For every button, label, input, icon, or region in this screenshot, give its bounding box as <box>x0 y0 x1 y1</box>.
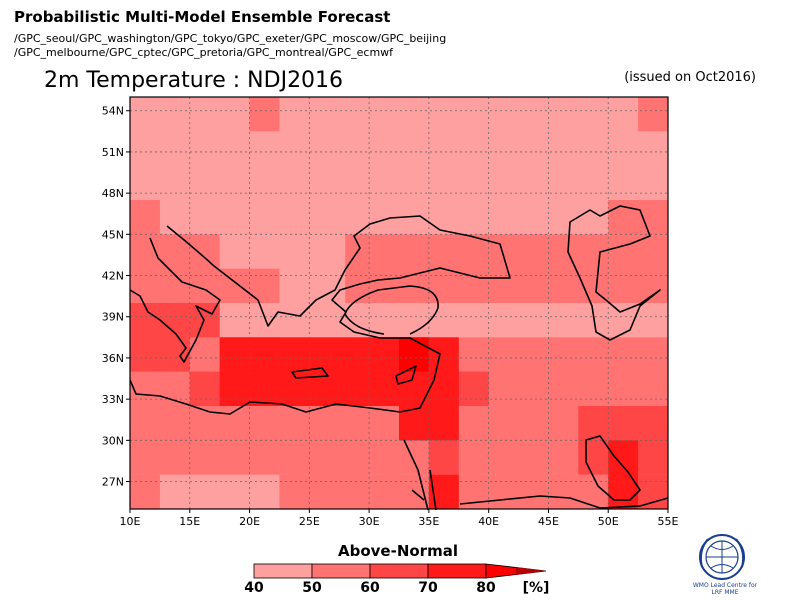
y-tick-label-4: 42N <box>102 270 124 283</box>
coastlines <box>129 205 669 511</box>
colorbar-arrow-tip <box>516 567 546 575</box>
product-title: Probabilistic Multi-Model Ensemble Forec… <box>14 8 391 26</box>
colorbar-label-3: 70 <box>418 580 438 596</box>
colorbar-title: Above-Normal <box>338 542 458 560</box>
x-tick-label-8: 50E <box>598 515 619 528</box>
y-tick-label-3: 45N <box>102 228 124 241</box>
y-tick-label-7: 33N <box>102 393 124 406</box>
gpc-line-1: /GPC_seoul/GPC_washington/GPC_tokyo/GPC_… <box>14 32 447 45</box>
heat-cell-7 <box>548 234 609 303</box>
probability-cells <box>130 97 668 509</box>
colorbar-label-1: 50 <box>302 580 322 596</box>
x-axis: 10E 15E 20E 25E 30E 35E 40E 45E 50E 55E <box>120 509 679 528</box>
colorbar-box-0 <box>253 563 313 579</box>
heat-cell-6 <box>345 234 549 303</box>
y-axis: 54N 51N 48N 45N 42N 39N 36N 33N 30N 27N <box>102 105 130 489</box>
heat-cell-1 <box>638 97 668 132</box>
gpc-line-2: /GPC_melbourne/GPC_cptec/GPC_pretoria/GP… <box>14 46 394 59</box>
x-tick-label-7: 45E <box>538 515 559 528</box>
y-tick-label-9: 27N <box>102 476 124 489</box>
x-tick-label-2: 20E <box>239 515 260 528</box>
colorbar-box-3 <box>427 563 487 579</box>
heat-cell-2 <box>249 97 280 132</box>
plot-frame <box>129 96 669 510</box>
wmo-logo-icon <box>699 534 745 580</box>
x-tick-label-5: 35E <box>418 515 439 528</box>
x-tick-label-0: 10E <box>120 515 141 528</box>
colorbar-unit: [%] <box>523 580 550 596</box>
colorbar: 40 50 60 70 80 [%] <box>244 563 550 596</box>
lat-lon-grid <box>130 97 668 509</box>
x-tick-label-1: 15E <box>179 515 200 528</box>
y-tick-label-1: 51N <box>102 146 124 159</box>
y-tick-label-2: 48N <box>102 187 124 200</box>
heat-cell-12 <box>130 303 190 372</box>
x-tick-label-9: 55E <box>658 515 679 528</box>
wmo-logo-caption: WMO Lead Centre for LRF MME <box>692 582 758 596</box>
heat-cell-10 <box>130 474 160 509</box>
heat-cell-19 <box>638 474 668 509</box>
y-tick-label-5: 39N <box>102 311 124 324</box>
x-tick-label-3: 25E <box>299 515 320 528</box>
y-tick-label-6: 36N <box>102 352 124 365</box>
issued-date: (issued on Oct2016) <box>624 70 756 85</box>
heat-cell-24 <box>399 337 429 372</box>
colorbar-box-2 <box>369 563 429 579</box>
chart-title: 2m Temperature : NDJ2016 <box>44 68 344 93</box>
y-tick-label-0: 54N <box>102 105 124 118</box>
colorbar-box-1 <box>311 563 371 579</box>
x-tick-label-4: 30E <box>359 515 380 528</box>
colorbar-label-0: 40 <box>244 580 264 596</box>
colorbar-label-4: 80 <box>476 580 496 596</box>
heat-cell-8 <box>608 200 668 303</box>
colorbar-label-2: 60 <box>360 580 380 596</box>
y-tick-label-8: 30N <box>102 434 124 447</box>
heat-cell-17 <box>428 440 459 475</box>
x-tick-label-6: 40E <box>478 515 499 528</box>
